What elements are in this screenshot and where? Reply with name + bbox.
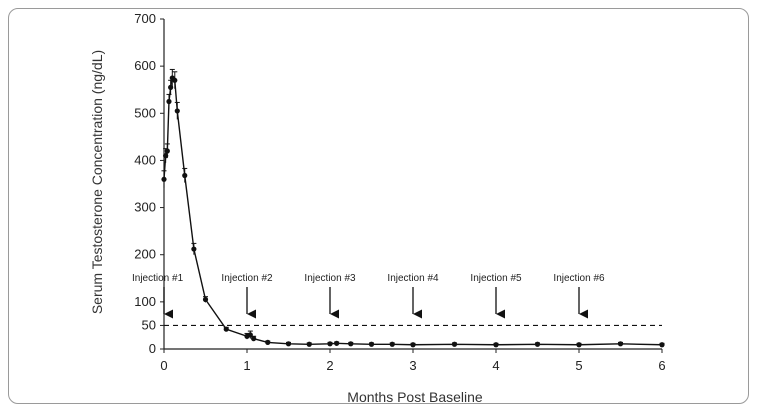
data-point: [534, 341, 541, 347]
data-point: [334, 340, 340, 346]
data-point: [617, 341, 624, 347]
data-point: [223, 326, 229, 332]
x-tick-label: 3: [409, 358, 416, 373]
y-axis-label: Serum Testosterone Concentration (ng/dL): [89, 50, 105, 314]
y-tick-label: 400: [134, 152, 156, 167]
x-tick-label: 2: [326, 358, 333, 373]
y-tick-label: 500: [134, 105, 156, 120]
injection-label: Injection #5: [470, 273, 522, 284]
data-point: [191, 246, 197, 252]
x-tick-label: 0: [160, 358, 167, 373]
injection-label: Injection #3: [304, 273, 356, 284]
x-axis-label: Months Post Baseline: [347, 389, 483, 405]
data-point: [285, 341, 292, 347]
data-point: [576, 342, 582, 348]
y-axis: 0 50 100 200 300 400 500 600 700: [134, 11, 165, 356]
data-point: [659, 342, 665, 348]
injection-annotations: Injection #1 Injection #2 Injection #3 Inje…: [132, 273, 605, 319]
x-axis: 0 1 2 3 4 5 6: [160, 348, 666, 373]
data-point: [172, 77, 178, 83]
series-layer: [161, 68, 665, 348]
data-point: [348, 341, 354, 347]
data-point: [265, 339, 271, 345]
data-point: [174, 108, 180, 114]
y-tick-label: 300: [134, 200, 156, 215]
x-tick-label: 4: [492, 358, 499, 373]
data-point: [410, 342, 416, 348]
injection-label: Injection #2: [221, 273, 273, 284]
x-tick-label: 1: [243, 358, 250, 373]
data-point: [182, 172, 188, 179]
y-tick-label: 50: [142, 317, 156, 332]
data-point: [306, 341, 312, 347]
injection-label: Injection #1: [132, 273, 184, 284]
data-point: [389, 341, 395, 347]
chart-frame: [8, 8, 749, 404]
data-point: [451, 341, 458, 347]
x-tick-label: 5: [575, 358, 582, 373]
y-tick-label: 700: [134, 11, 156, 26]
data-point: [161, 176, 167, 182]
data-point: [202, 296, 209, 303]
x-tick-label: 6: [658, 358, 665, 373]
data-point: [164, 148, 170, 154]
y-tick-label: 600: [134, 58, 156, 73]
injection-label: Injection #6: [553, 273, 605, 284]
data-point: [368, 341, 375, 347]
data-point: [493, 342, 499, 348]
data-point: [166, 98, 172, 105]
y-tick-label: 0: [149, 341, 156, 356]
injection-label: Injection #4: [387, 273, 439, 284]
y-tick-label: 200: [134, 247, 156, 262]
data-point: [251, 336, 257, 342]
data-point: [327, 341, 333, 347]
y-tick-label: 100: [134, 294, 156, 309]
